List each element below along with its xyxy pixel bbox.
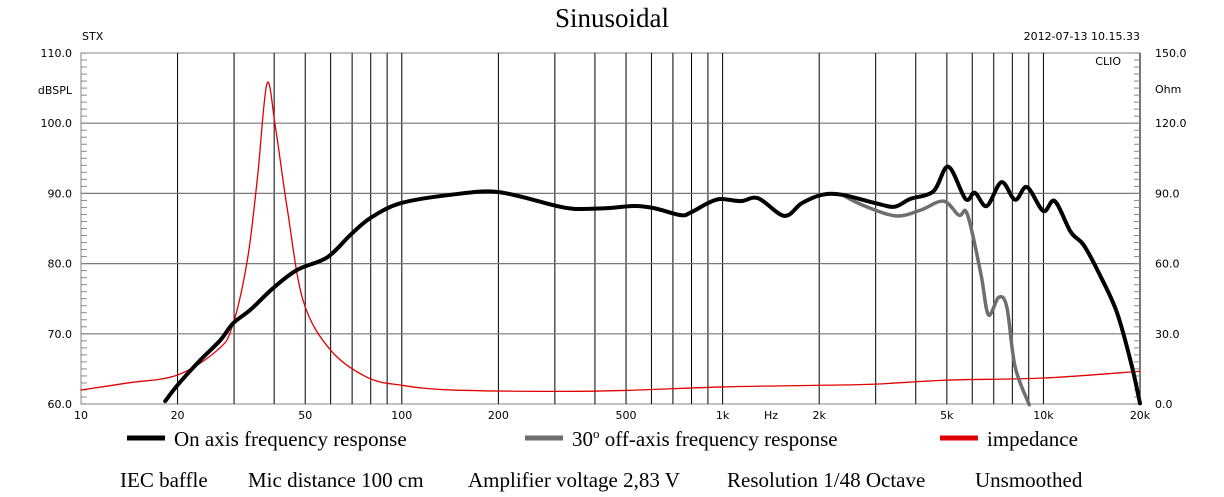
x-tick-label: 500 <box>616 409 637 422</box>
condition-label: Amplifier voltage 2,83 V <box>468 468 680 492</box>
axis-ticks <box>81 52 1140 405</box>
x-axis-unit-label: Hz <box>764 409 778 422</box>
y-right-tick-label: 0.0 <box>1155 398 1173 411</box>
legend: On axis frequency response 30o off-axis f… <box>127 426 1078 451</box>
y-right-tick-label: 120.0 <box>1155 117 1187 130</box>
tick-labels: 60.0 70.0 80.0 90.0 100.0 110.0 0.0 30.0 60.0 90.… <box>41 47 1187 422</box>
legend-label-text: off-axis frequency response <box>600 427 838 451</box>
watermark-clio: CLIO <box>1095 55 1121 68</box>
condition-label: Mic distance 100 cm <box>248 468 424 492</box>
legend-label: On axis frequency response <box>174 427 407 451</box>
condition-label: IEC baffle <box>120 468 208 492</box>
impedance-line <box>80 81 1141 393</box>
x-tick-label: 50 <box>298 409 312 422</box>
y-right-tick-label: 30.0 <box>1155 328 1180 341</box>
on-axis-response-line <box>163 164 1142 406</box>
legend-item: On axis frequency response <box>127 427 407 451</box>
y-left-tick-label: 70.0 <box>48 328 73 341</box>
condition-label: Resolution 1/48 Octave <box>727 468 925 492</box>
x-tick-label: 1k <box>716 409 730 422</box>
series-lines <box>80 81 1142 407</box>
x-tick-label: 5k <box>940 409 954 422</box>
y-right-tick-label: 150.0 <box>1155 47 1187 60</box>
x-tick-label: 10 <box>74 409 88 422</box>
x-tick-label: 10k <box>1033 409 1054 422</box>
legend-item: 30o off-axis frequency response <box>525 426 838 451</box>
off-axis-response-line <box>840 193 1031 407</box>
y-left-tick-label: 60.0 <box>48 398 73 411</box>
timestamp: 2012-07-13 10.15.33 <box>1024 30 1140 43</box>
y-left-tick-label: 90.0 <box>48 187 73 200</box>
x-tick-label: 20 <box>171 409 185 422</box>
legend-item: impedance <box>940 427 1078 451</box>
top-left-label: STX <box>82 30 104 43</box>
grid <box>80 52 1141 405</box>
legend-label: 30o off-axis frequency response <box>572 426 838 451</box>
legend-label-prefix: 30 <box>572 427 593 451</box>
y-axis-right-label: Ohm <box>1155 83 1181 96</box>
plot-frame <box>80 52 1141 405</box>
x-tick-label: 20k <box>1130 409 1151 422</box>
y-right-tick-label: 60.0 <box>1155 258 1180 271</box>
y-axis-left-label: dBSPL <box>38 84 73 97</box>
legend-label-degree: o <box>593 426 600 441</box>
condition-label: Unsmoothed <box>975 468 1083 492</box>
x-tick-label: 200 <box>488 409 509 422</box>
chart-title: Sinusoidal <box>555 3 669 33</box>
x-tick-label: 2k <box>813 409 827 422</box>
x-tick-label: 100 <box>391 409 412 422</box>
legend-label: impedance <box>987 427 1078 451</box>
y-left-tick-label: 110.0 <box>41 47 73 60</box>
y-left-tick-label: 100.0 <box>41 117 73 130</box>
measurement-conditions: IEC baffle Mic distance 100 cm Amplifier v… <box>120 468 1083 492</box>
y-right-tick-label: 90.0 <box>1155 187 1180 200</box>
y-left-tick-label: 80.0 <box>48 258 73 271</box>
